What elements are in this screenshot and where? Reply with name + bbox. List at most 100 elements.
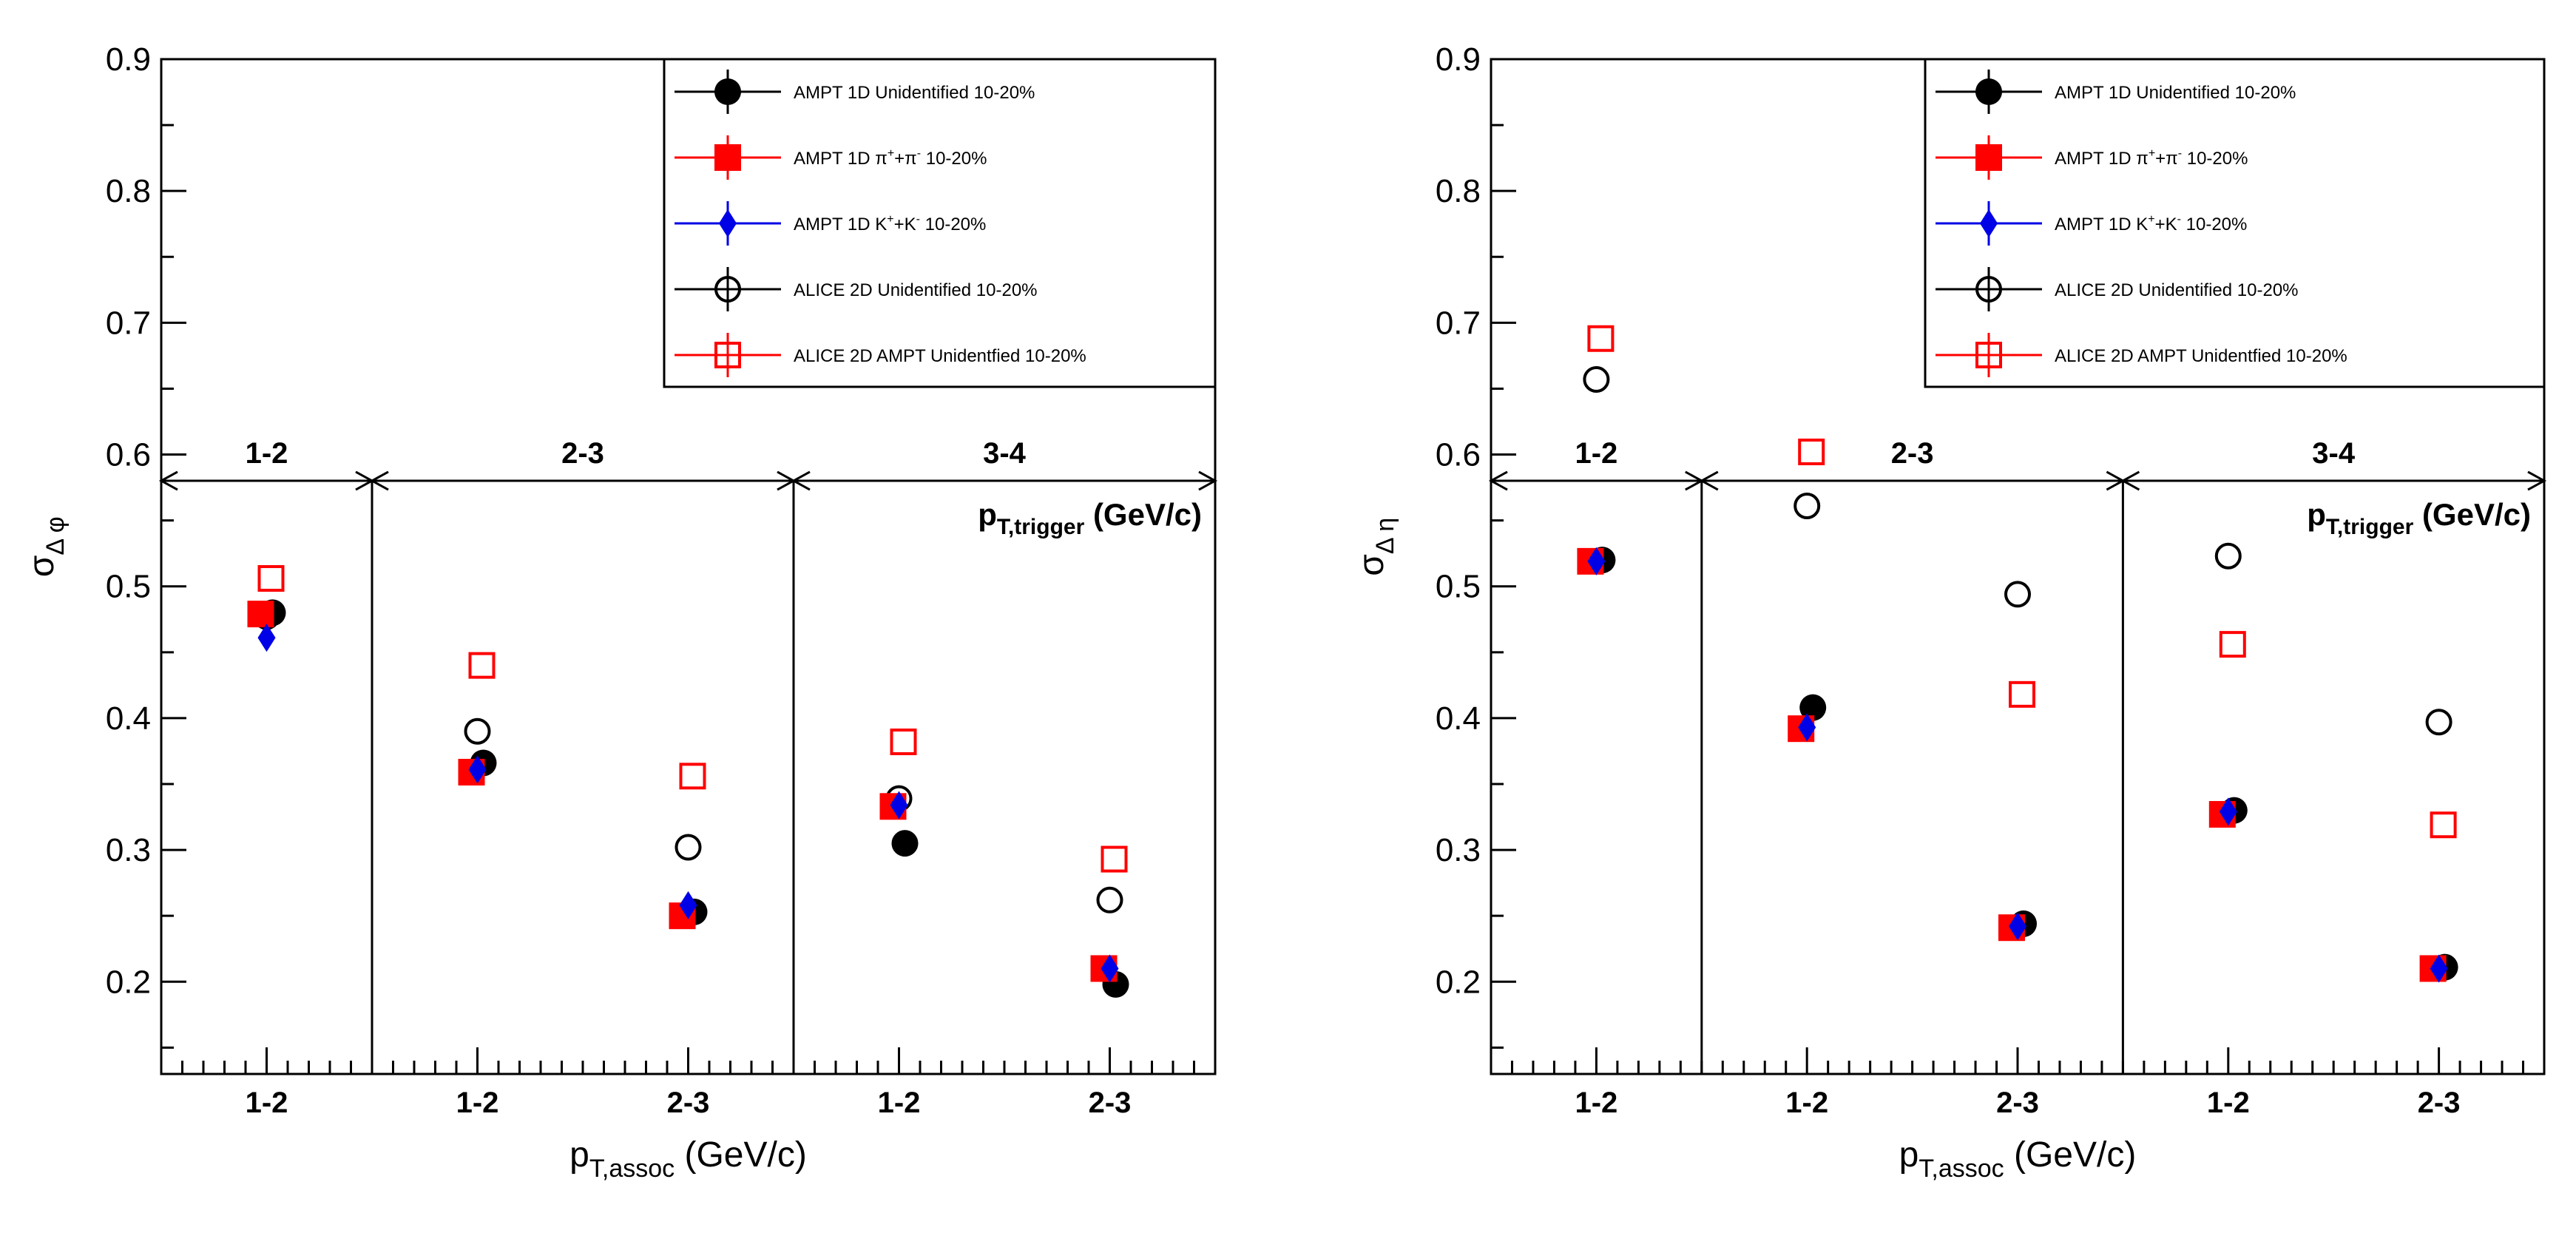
data-point-ampt_kaon <box>1587 547 1606 575</box>
legend-marker-ampt_unid <box>714 78 741 105</box>
legend-label: ALICE 2D Unidentified 10-20% <box>794 280 1038 300</box>
x-category-label: 1-2 <box>878 1087 921 1119</box>
data-point-alice_ampt <box>1798 438 1825 465</box>
trigger-title-unit: (GeV/c) <box>2413 497 2531 532</box>
data-point-alice_ampt <box>2219 631 2246 658</box>
y-tick-label: 0.3 <box>106 832 151 868</box>
legend-label-part: + <box>2148 213 2154 226</box>
trigger-title-unit: (GeV/c) <box>1084 497 1202 532</box>
trigger-range-label: 2-3 <box>561 437 604 470</box>
legend-marker-ampt_pion <box>1975 144 2002 171</box>
x-category-label: 1-2 <box>246 1087 288 1119</box>
legend-label-part: - <box>916 213 920 226</box>
trigger-bracket-arrow <box>1488 470 1508 491</box>
legend-label-part: - <box>917 147 921 160</box>
legend-label-part: AMPT 1D K <box>2055 214 2148 234</box>
trigger-title-main: p <box>2307 497 2326 532</box>
x-category-label: 2-3 <box>2418 1087 2461 1119</box>
x-axis-title: pT,assoc (GeV/c) <box>1899 1135 2137 1183</box>
data-point-alice_ampt <box>2009 680 2035 708</box>
data-point-alice_unid <box>464 717 491 745</box>
trigger-range-label: 1-2 <box>246 437 288 470</box>
x-title-unit: (GeV/c) <box>675 1135 807 1175</box>
chart-panel-left: 0.2 0.3 0.4 0.5 0.6 0.7 0.8 0.9 1-2 1-2 2-3 1-2 2-3 1… <box>22 41 1218 1183</box>
data-point-ampt_kaon <box>468 755 487 784</box>
data-point-alice_ampt <box>1587 325 1615 352</box>
legend-marker-alice_ampt <box>714 342 741 368</box>
x-category-label: 1-2 <box>456 1087 499 1119</box>
data-point-alice_ampt <box>679 763 706 790</box>
data-point-ampt_kaon <box>679 891 697 919</box>
data-point-ampt_kaon <box>2430 954 2448 983</box>
data-point-ampt_kaon <box>2009 912 2026 941</box>
y-tick-label: 0.4 <box>1436 700 1481 737</box>
data-point-ampt_unid <box>891 830 919 857</box>
y-tick-label: 0.9 <box>1436 41 1481 78</box>
legend-label-part: +K <box>2155 214 2177 234</box>
x-category-label: 2-3 <box>1089 1087 1132 1119</box>
legend-label-part: + <box>888 147 894 160</box>
y-tick-label: 0.8 <box>1436 173 1481 209</box>
trigger-title-sub: T,trigger <box>2326 515 2414 539</box>
y-title-main: σ <box>1352 554 1391 576</box>
data-point-alice_unid <box>2425 709 2452 736</box>
data-point-ampt_kaon <box>257 624 276 652</box>
legend-label: ALICE 2D AMPT Unidentfied 10-20% <box>2055 346 2347 366</box>
y-tick-label: 0.6 <box>1436 437 1481 473</box>
legend-label-part: ALICE 2D Unidentified 10-20% <box>794 280 1038 300</box>
data-point-alice_ampt <box>257 565 285 592</box>
legend-label-part: AMPT 1D Unidentified 10-20% <box>2055 83 2296 103</box>
trigger-axis-title: pT,trigger (GeV/c) <box>978 497 1202 539</box>
legend-label-part: +π <box>2155 149 2178 169</box>
legend-label-part: ALICE 2D AMPT Unidentfied 10-20% <box>794 346 1086 366</box>
x-axis-title: pT,assoc (GeV/c) <box>569 1135 807 1183</box>
data-point-ampt_kaon <box>2219 797 2237 826</box>
x-category-label: 1-2 <box>1575 1087 1617 1119</box>
legend-label-part: 10-20% <box>921 149 987 169</box>
legend: AMPT 1D Unidentified 10-20%AMPT 1D π++π-… <box>1924 58 2546 388</box>
trigger-title-sub: T,trigger <box>997 515 1085 539</box>
data-point-alice_unid <box>1583 365 1610 393</box>
data-point-alice_ampt <box>468 652 496 679</box>
legend: AMPT 1D Unidentified 10-20%AMPT 1D π++π-… <box>663 58 1217 388</box>
series-alice_ampt <box>1587 325 2457 839</box>
data-point-alice_unid <box>2214 542 2242 570</box>
legend-label-part: - <box>2178 147 2182 160</box>
trigger-range-label: 1-2 <box>1575 437 1617 470</box>
legend-marker-ampt_pion <box>714 144 741 171</box>
legend-label-part: 10-20% <box>2182 149 2248 169</box>
series-ampt_kaon <box>1587 547 2448 983</box>
legend-marker-ampt_kaon <box>1980 209 1998 237</box>
y-tick-label: 0.5 <box>1436 569 1481 605</box>
data-point-ampt_pion <box>247 601 274 628</box>
series-ampt_kaon <box>257 624 1119 983</box>
chart-panel-right: 0.2 0.3 0.4 0.5 0.6 0.7 0.8 0.9 1-2 1-2 2-3 1-2 2-3 1… <box>1352 41 2547 1183</box>
legend-label-part: AMPT 1D Unidentified 10-20% <box>794 83 1035 103</box>
x-category-label: 2-3 <box>1996 1087 2039 1119</box>
x-category-label: 1-2 <box>1785 1087 1828 1119</box>
y-title-sub: Δ η <box>1371 518 1399 554</box>
data-point-ampt_kaon <box>890 791 908 820</box>
y-tick-label: 0.7 <box>106 305 151 341</box>
legend-label: AMPT 1D K++K- 10-20% <box>2055 213 2247 234</box>
trigger-title-main: p <box>978 497 997 532</box>
y-tick-label: 0.6 <box>106 437 151 473</box>
data-point-alice_unid <box>1096 886 1123 913</box>
y-tick-label: 0.2 <box>1436 964 1481 1000</box>
x-category-label: 1-2 <box>2207 1087 2250 1119</box>
legend-label-part: ALICE 2D AMPT Unidentfied 10-20% <box>2055 346 2347 366</box>
data-point-ampt_kaon <box>1798 713 1816 742</box>
data-point-alice_unid <box>675 834 702 861</box>
data-point-alice_ampt <box>1101 845 1128 873</box>
series-alice_unid <box>1583 365 2452 736</box>
data-point-ampt_kaon <box>1101 954 1119 983</box>
y-tick-label: 0.4 <box>106 700 151 737</box>
series-ampt_unid <box>259 599 1129 998</box>
legend-label-part: - <box>2177 213 2181 226</box>
series-alice_ampt <box>257 565 1128 873</box>
y-tick-label: 0.7 <box>1436 305 1481 341</box>
legend-label-part: +K <box>894 214 916 234</box>
trigger-bracket-arrow <box>1198 470 1218 491</box>
legend-label: AMPT 1D K++K- 10-20% <box>794 213 986 234</box>
x-title-main: p <box>569 1135 589 1175</box>
